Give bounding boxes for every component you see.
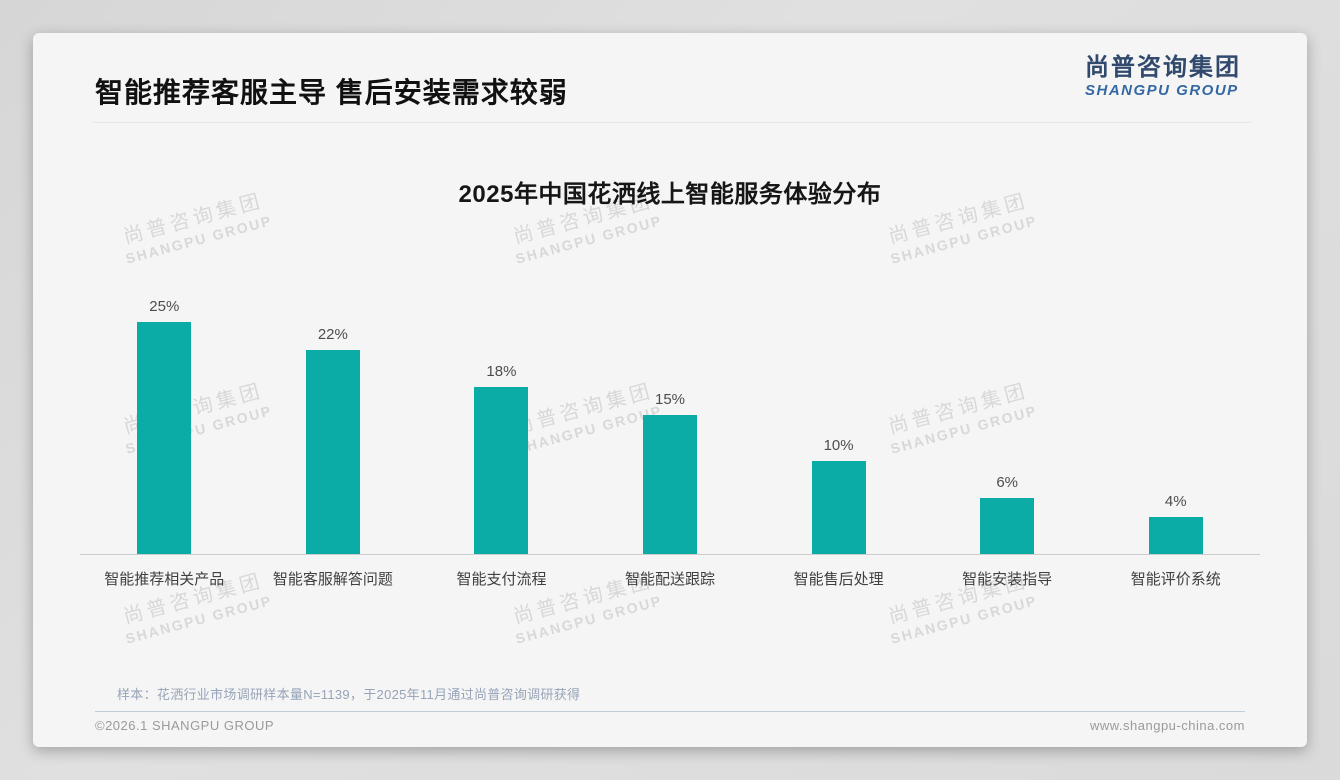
bar-value-label: 22%: [317, 325, 348, 343]
logo-english-text: SHANGPU GROUP: [1085, 82, 1239, 99]
bar: [980, 498, 1035, 554]
slide-card: 尚普咨询集团 SHANGPU GROUP 尚普咨询集团 SHANGPU GROUP 尚普…: [33, 33, 1307, 747]
bar: [474, 387, 529, 554]
bar-value-label: 6%: [996, 474, 1019, 492]
footer-divider: [95, 711, 1245, 712]
category-label: 智能售后处理: [793, 571, 884, 588]
bar-slot: 18%: [417, 363, 586, 554]
bar-value-label: 25%: [149, 298, 180, 315]
chart-category-axis: 智能推荐相关产品 智能客服解答问题 智能支付流程 智能配送跟踪 智能售后处理 智能安装指导…: [80, 568, 1260, 589]
bar-slot: 10%: [754, 437, 923, 554]
chart-plot-area: 25% 22% 18% 15% 10% 6% 4%: [80, 264, 1260, 555]
bar-value-label: 18%: [486, 363, 517, 380]
bar-value-label: 10%: [823, 437, 854, 455]
bar-slot: 15%: [586, 391, 755, 554]
category-label: 智能客服解答问题: [272, 571, 393, 588]
sample-note: 样本：花洒行业市场调研样本量N=1139，于2025年11月通过尚普咨询调研获得: [117, 687, 581, 702]
bar-slot: 4%: [1091, 493, 1260, 554]
category-label: 智能推荐相关产品: [104, 571, 225, 588]
bar: [137, 322, 192, 554]
company-logo: 尚普咨询集团 SHANGPU GROUP: [1085, 54, 1241, 100]
header-divider: [93, 122, 1251, 123]
bar-slot: 6%: [923, 474, 1092, 554]
page-title: 智能推荐客服主导 售后安装需求较弱: [95, 77, 568, 108]
bar-value-label: 15%: [655, 390, 686, 408]
logo-chinese-text: 尚普咨询集团: [1085, 54, 1241, 81]
bar-slot: 25%: [80, 298, 249, 554]
bar: [305, 349, 360, 554]
website-url: www.shangpu-china.com: [1089, 718, 1245, 733]
slide-content: 智能推荐客服主导 售后安装需求较弱 尚普咨询集团 SHANGPU GROUP 2…: [33, 33, 1307, 747]
bar-slot: 22%: [249, 326, 418, 554]
category-label: 智能支付流程: [456, 571, 547, 588]
slide-footer: ©2026.1 SHANGPU GROUP www.shangpu-china.…: [95, 718, 1245, 733]
chart-title: 2025年中国花洒线上智能服务体验分布: [458, 181, 882, 208]
bar: [1148, 516, 1203, 554]
category-label: 智能配送跟踪: [625, 571, 716, 588]
copyright-text: ©2026.1 SHANGPU GROUP: [95, 718, 275, 733]
bar: [811, 461, 866, 554]
bar-value-label: 4%: [1164, 492, 1187, 510]
bar: [643, 414, 698, 554]
bar-chart: 2025年中国花洒线上智能服务体验分布 25% 22% 18% 15% 10% 6% 4% …: [80, 178, 1260, 589]
category-label: 智能评价系统: [1130, 571, 1221, 588]
category-label: 智能安装指导: [962, 571, 1053, 588]
